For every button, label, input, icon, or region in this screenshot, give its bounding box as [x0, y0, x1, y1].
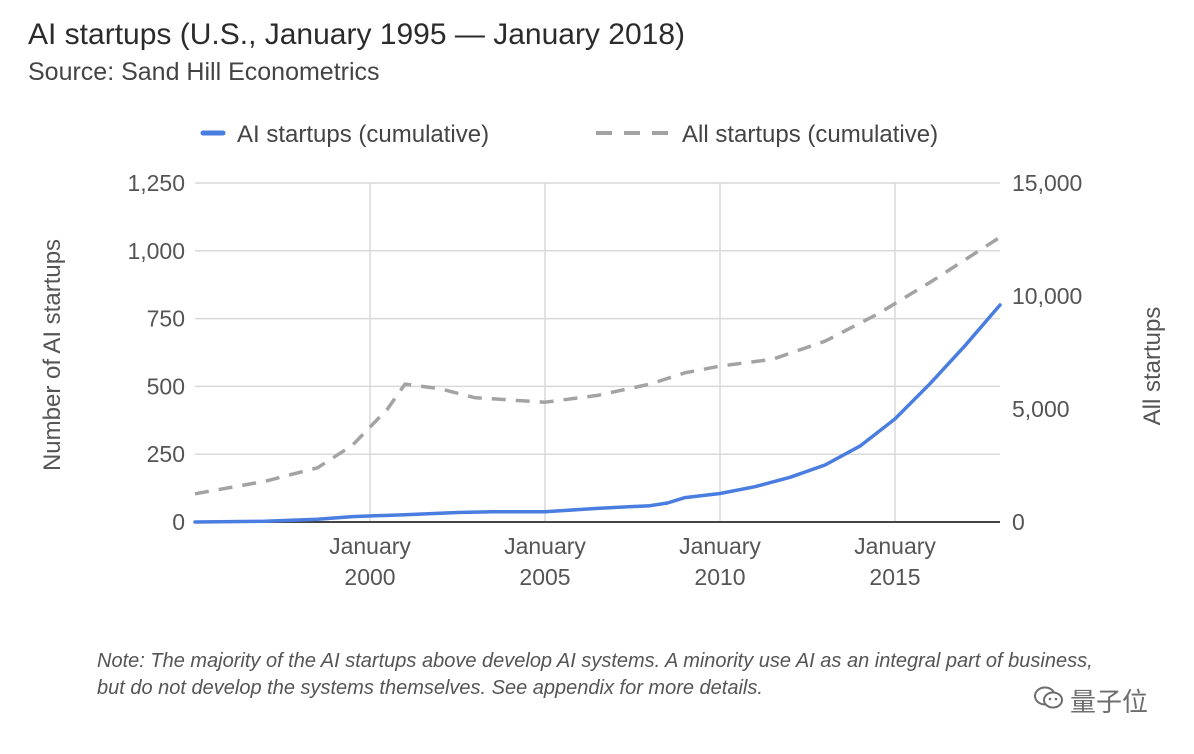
legend-label-ai-startups: AI startups (cumulative) — [237, 121, 489, 148]
y-left-tick-label: 500 — [147, 373, 185, 399]
y-left-tick-label: 1,250 — [127, 170, 185, 196]
y-left-tick-label: 0 — [172, 509, 185, 535]
legend-label-all-startups: All startups (cumulative) — [682, 121, 938, 148]
series-line-ai-startups — [193, 303, 1002, 524]
x-tick-label-year: 2015 — [869, 564, 920, 590]
x-tick-label-month: January — [329, 533, 411, 559]
y-left-tick-label: 250 — [147, 441, 185, 467]
y-right-tick-label: 0 — [1012, 509, 1025, 535]
x-tick-label-month: January — [679, 533, 761, 559]
x-tick-label-month: January — [854, 533, 936, 559]
y-left-tick-label: 1,000 — [127, 238, 185, 264]
y-left-axis-title: Number of AI startups — [39, 239, 66, 471]
x-tick-label-year: 2010 — [694, 564, 745, 590]
y-left-tick-label: 750 — [147, 306, 185, 332]
x-tick-label-month: January — [504, 533, 586, 559]
y-right-tick-label: 15,000 — [1012, 170, 1082, 196]
x-tick-label-year: 2000 — [344, 564, 395, 590]
watermark: 量子位 — [1034, 682, 1148, 719]
series-line-all-startups — [194, 235, 1001, 496]
chart-title: AI startups (U.S., January 1995 — Januar… — [28, 18, 685, 51]
chart: 0 250 500 750 1,000 1,250 January 2000 January 20… — [39, 121, 1166, 590]
chart-subtitle: Source: Sand Hill Econometrics — [28, 58, 380, 86]
x-tick-label-year: 2005 — [519, 564, 570, 590]
watermark-text: 量子位 — [1070, 688, 1149, 718]
chart-note: Note: The majority of the AI startups ab… — [97, 650, 1093, 699]
y-right-axis-title: All startups — [1139, 307, 1166, 426]
wechat-icon — [1034, 685, 1064, 716]
y-right-tick-label: 10,000 — [1012, 283, 1082, 309]
y-right-tick-label: 5,000 — [1012, 396, 1070, 422]
